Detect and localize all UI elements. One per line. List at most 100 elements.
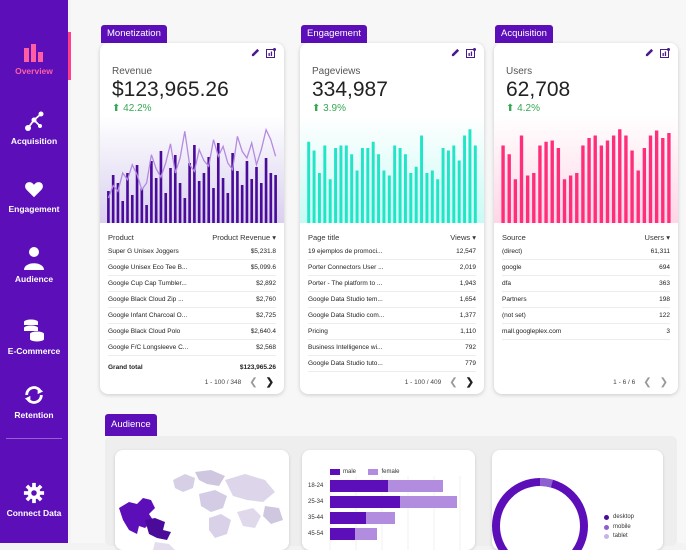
chart-bar bbox=[116, 183, 120, 223]
row-label: Business Intelligence wi... bbox=[308, 344, 383, 351]
chart-bar bbox=[398, 148, 402, 223]
row-value: 1,377 bbox=[459, 312, 476, 319]
male-bar bbox=[330, 528, 355, 540]
table-row[interactable]: Google Black Cloud Polo $2,640.4 bbox=[108, 324, 276, 340]
table-row[interactable]: Google Black Cloud Zip ... $2,760 bbox=[108, 292, 276, 308]
chart-settings-icon[interactable] bbox=[466, 48, 476, 58]
chart-bar bbox=[188, 163, 191, 223]
table-row[interactable]: 19 ejemplos de promoci... 12,547 bbox=[308, 244, 476, 260]
refresh-icon bbox=[24, 386, 44, 404]
chart-bar bbox=[636, 170, 640, 223]
table-row[interactable]: Google F/C Longsleeve C... $2,568 bbox=[108, 340, 276, 356]
chart-settings-icon[interactable] bbox=[660, 48, 670, 58]
row-value: 792 bbox=[465, 344, 476, 351]
col-users[interactable]: Users ▾ bbox=[645, 233, 670, 242]
users-value: 62,708 bbox=[506, 78, 571, 101]
chart-bar bbox=[436, 179, 440, 223]
table-row[interactable]: Super G Unisex Joggers $5,231.8 bbox=[108, 244, 276, 260]
chart-bar bbox=[371, 141, 375, 223]
chart-bar bbox=[618, 129, 622, 223]
row-label: Google Black Cloud Polo bbox=[108, 328, 181, 335]
chart-bar bbox=[355, 170, 359, 223]
table-row[interactable]: Google Data Studio tuto... 779 bbox=[308, 356, 476, 372]
nav-ecommerce[interactable]: E-Commerce bbox=[0, 318, 68, 356]
table-row[interactable]: Google Cup Cap Tumbler... $2,892 bbox=[108, 276, 276, 292]
edit-icon[interactable] bbox=[451, 48, 460, 57]
engagement-card: Pageviews 334,987 ⬆ 3.9% Page title View… bbox=[300, 43, 484, 394]
col-product[interactable]: Product bbox=[108, 233, 134, 242]
legend-tablet: tablet bbox=[604, 533, 628, 539]
chevron-right-icon[interactable]: ❯ bbox=[265, 377, 274, 388]
chevron-right-icon[interactable]: ❯ bbox=[659, 377, 668, 388]
chart-bar bbox=[259, 183, 263, 223]
age-gender-chart bbox=[329, 476, 461, 550]
nav-acquisition[interactable]: Acquisition bbox=[0, 110, 68, 146]
table-row[interactable]: google 694 bbox=[502, 260, 670, 276]
row-value: 3 bbox=[666, 328, 670, 335]
chart-bar bbox=[550, 140, 554, 223]
chevron-left-icon[interactable]: ❮ bbox=[643, 377, 652, 388]
row-label: Porter - The platform to ... bbox=[308, 280, 383, 287]
nav-engagement[interactable]: Engagement bbox=[0, 178, 68, 214]
chart-settings-icon[interactable] bbox=[266, 48, 276, 58]
edit-icon[interactable] bbox=[251, 48, 260, 57]
revenue-table: Super G Unisex Joggers $5,231.8 Google Uni… bbox=[108, 244, 276, 376]
pageviews-chart bbox=[300, 115, 484, 223]
chart-bar bbox=[107, 191, 110, 223]
table-row[interactable]: (direct) 61,311 bbox=[502, 244, 670, 260]
chart-bar bbox=[642, 148, 647, 223]
table-row[interactable]: Google Data Studio com... 1,377 bbox=[308, 308, 476, 324]
table-row[interactable]: Google Data Studio tem... 1,654 bbox=[308, 292, 476, 308]
table-row[interactable]: Google Unisex Eco Tee B... $5,099.6 bbox=[108, 260, 276, 276]
table-row[interactable]: mall.googleplex.com 3 bbox=[502, 324, 670, 340]
col-source[interactable]: Source bbox=[502, 233, 526, 242]
chart-bar bbox=[135, 165, 139, 223]
chart-bar bbox=[409, 173, 413, 223]
pageviews-label: Pageviews bbox=[312, 66, 361, 77]
table-row[interactable]: Pricing 1,110 bbox=[308, 324, 476, 340]
table-row[interactable]: (not set) 122 bbox=[502, 308, 670, 324]
row-value: 694 bbox=[659, 264, 670, 271]
edit-icon[interactable] bbox=[645, 48, 654, 57]
nav-overview[interactable]: Overview bbox=[0, 44, 68, 76]
chart-bar bbox=[350, 154, 354, 223]
users-table: (direct) 61,311 google 694 dfa 363 Partners 198… bbox=[502, 244, 670, 340]
col-views-label: Views bbox=[450, 233, 471, 242]
table-row[interactable]: Partners 198 bbox=[502, 292, 670, 308]
row-value: $5,231.8 bbox=[250, 248, 276, 255]
revenue-chart bbox=[100, 115, 284, 223]
coins-icon bbox=[24, 319, 44, 342]
table-row[interactable]: Porter - The platform to ... 1,943 bbox=[308, 276, 476, 292]
table-row[interactable]: Google Infant Charcoal O... $2,725 bbox=[108, 308, 276, 324]
chevron-left-icon[interactable]: ❮ bbox=[249, 377, 258, 388]
nav-connect-data-label: Connect Data bbox=[6, 508, 62, 518]
table-row[interactable]: Business Intelligence wi... 792 bbox=[308, 340, 476, 356]
row-label: Super G Unisex Joggers bbox=[108, 248, 179, 255]
row-label: (not set) bbox=[502, 312, 526, 319]
chart-bar bbox=[544, 141, 548, 223]
col-views[interactable]: Views ▾ bbox=[450, 233, 476, 242]
row-label: (direct) bbox=[502, 248, 523, 255]
table-row[interactable]: dfa 363 bbox=[502, 276, 670, 292]
male-swatch bbox=[330, 469, 340, 475]
row-value: 198 bbox=[659, 296, 670, 303]
nav-connect-data[interactable]: Connect Data bbox=[0, 482, 68, 518]
table-row[interactable]: Porter Connectors User ... 2,019 bbox=[308, 260, 476, 276]
nav-audience[interactable]: Audience bbox=[0, 246, 68, 284]
chart-bar bbox=[562, 179, 567, 223]
chevron-right-icon[interactable]: ❯ bbox=[465, 377, 474, 388]
nav-retention-label: Retention bbox=[14, 410, 54, 420]
legend-male-label: male bbox=[343, 469, 357, 475]
pageviews-delta: ⬆ 3.9% bbox=[312, 103, 346, 114]
nav-retention[interactable]: Retention bbox=[0, 384, 68, 420]
chart-bar bbox=[231, 153, 234, 223]
row-value: $2,640.4 bbox=[250, 328, 276, 335]
heart-icon bbox=[25, 182, 43, 198]
female-bar bbox=[366, 512, 395, 524]
legend-desktop-label: desktop bbox=[613, 514, 635, 520]
chevron-left-icon[interactable]: ❮ bbox=[449, 377, 458, 388]
col-page-title[interactable]: Page title bbox=[308, 233, 340, 242]
chart-bar bbox=[581, 145, 585, 223]
col-product-revenue[interactable]: Product Revenue ▾ bbox=[212, 233, 276, 242]
users-delta-value: 4.2% bbox=[517, 103, 540, 114]
